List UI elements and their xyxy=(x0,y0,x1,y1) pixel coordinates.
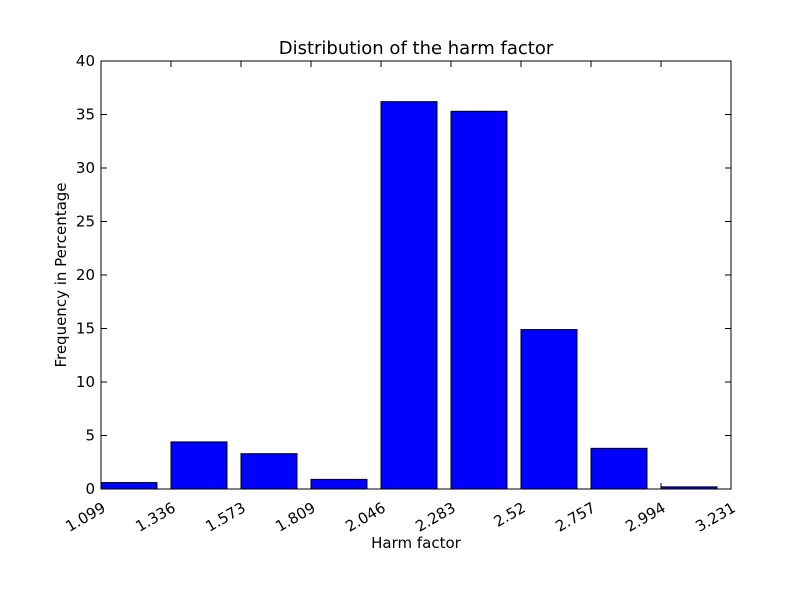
y-tick-label: 30 xyxy=(76,159,95,177)
bar xyxy=(590,447,648,490)
bar xyxy=(310,478,368,490)
bar xyxy=(450,110,508,490)
y-tick-label: 10 xyxy=(76,373,95,391)
bar xyxy=(170,441,228,490)
y-tick-label: 20 xyxy=(76,266,95,284)
bar xyxy=(380,101,438,490)
y-tick-label: 15 xyxy=(76,320,95,338)
y-tick-label: 5 xyxy=(85,427,95,445)
y-tick-label: 35 xyxy=(76,106,95,124)
bars-group xyxy=(100,101,718,490)
chart-title: Distribution of the harm factor xyxy=(279,38,554,59)
x-axis-label: Harm factor xyxy=(371,534,462,552)
y-tick-label: 25 xyxy=(76,213,95,231)
bar xyxy=(240,453,298,490)
y-axis-ticks: 0 5 10 15 20 25 30 35 40 xyxy=(76,52,731,498)
y-tick-label: 0 xyxy=(85,480,95,498)
y-axis-label: Frequency in Percentage xyxy=(52,182,70,367)
bar xyxy=(100,482,158,490)
y-tick-label: 40 xyxy=(76,52,95,70)
bar xyxy=(520,329,578,490)
